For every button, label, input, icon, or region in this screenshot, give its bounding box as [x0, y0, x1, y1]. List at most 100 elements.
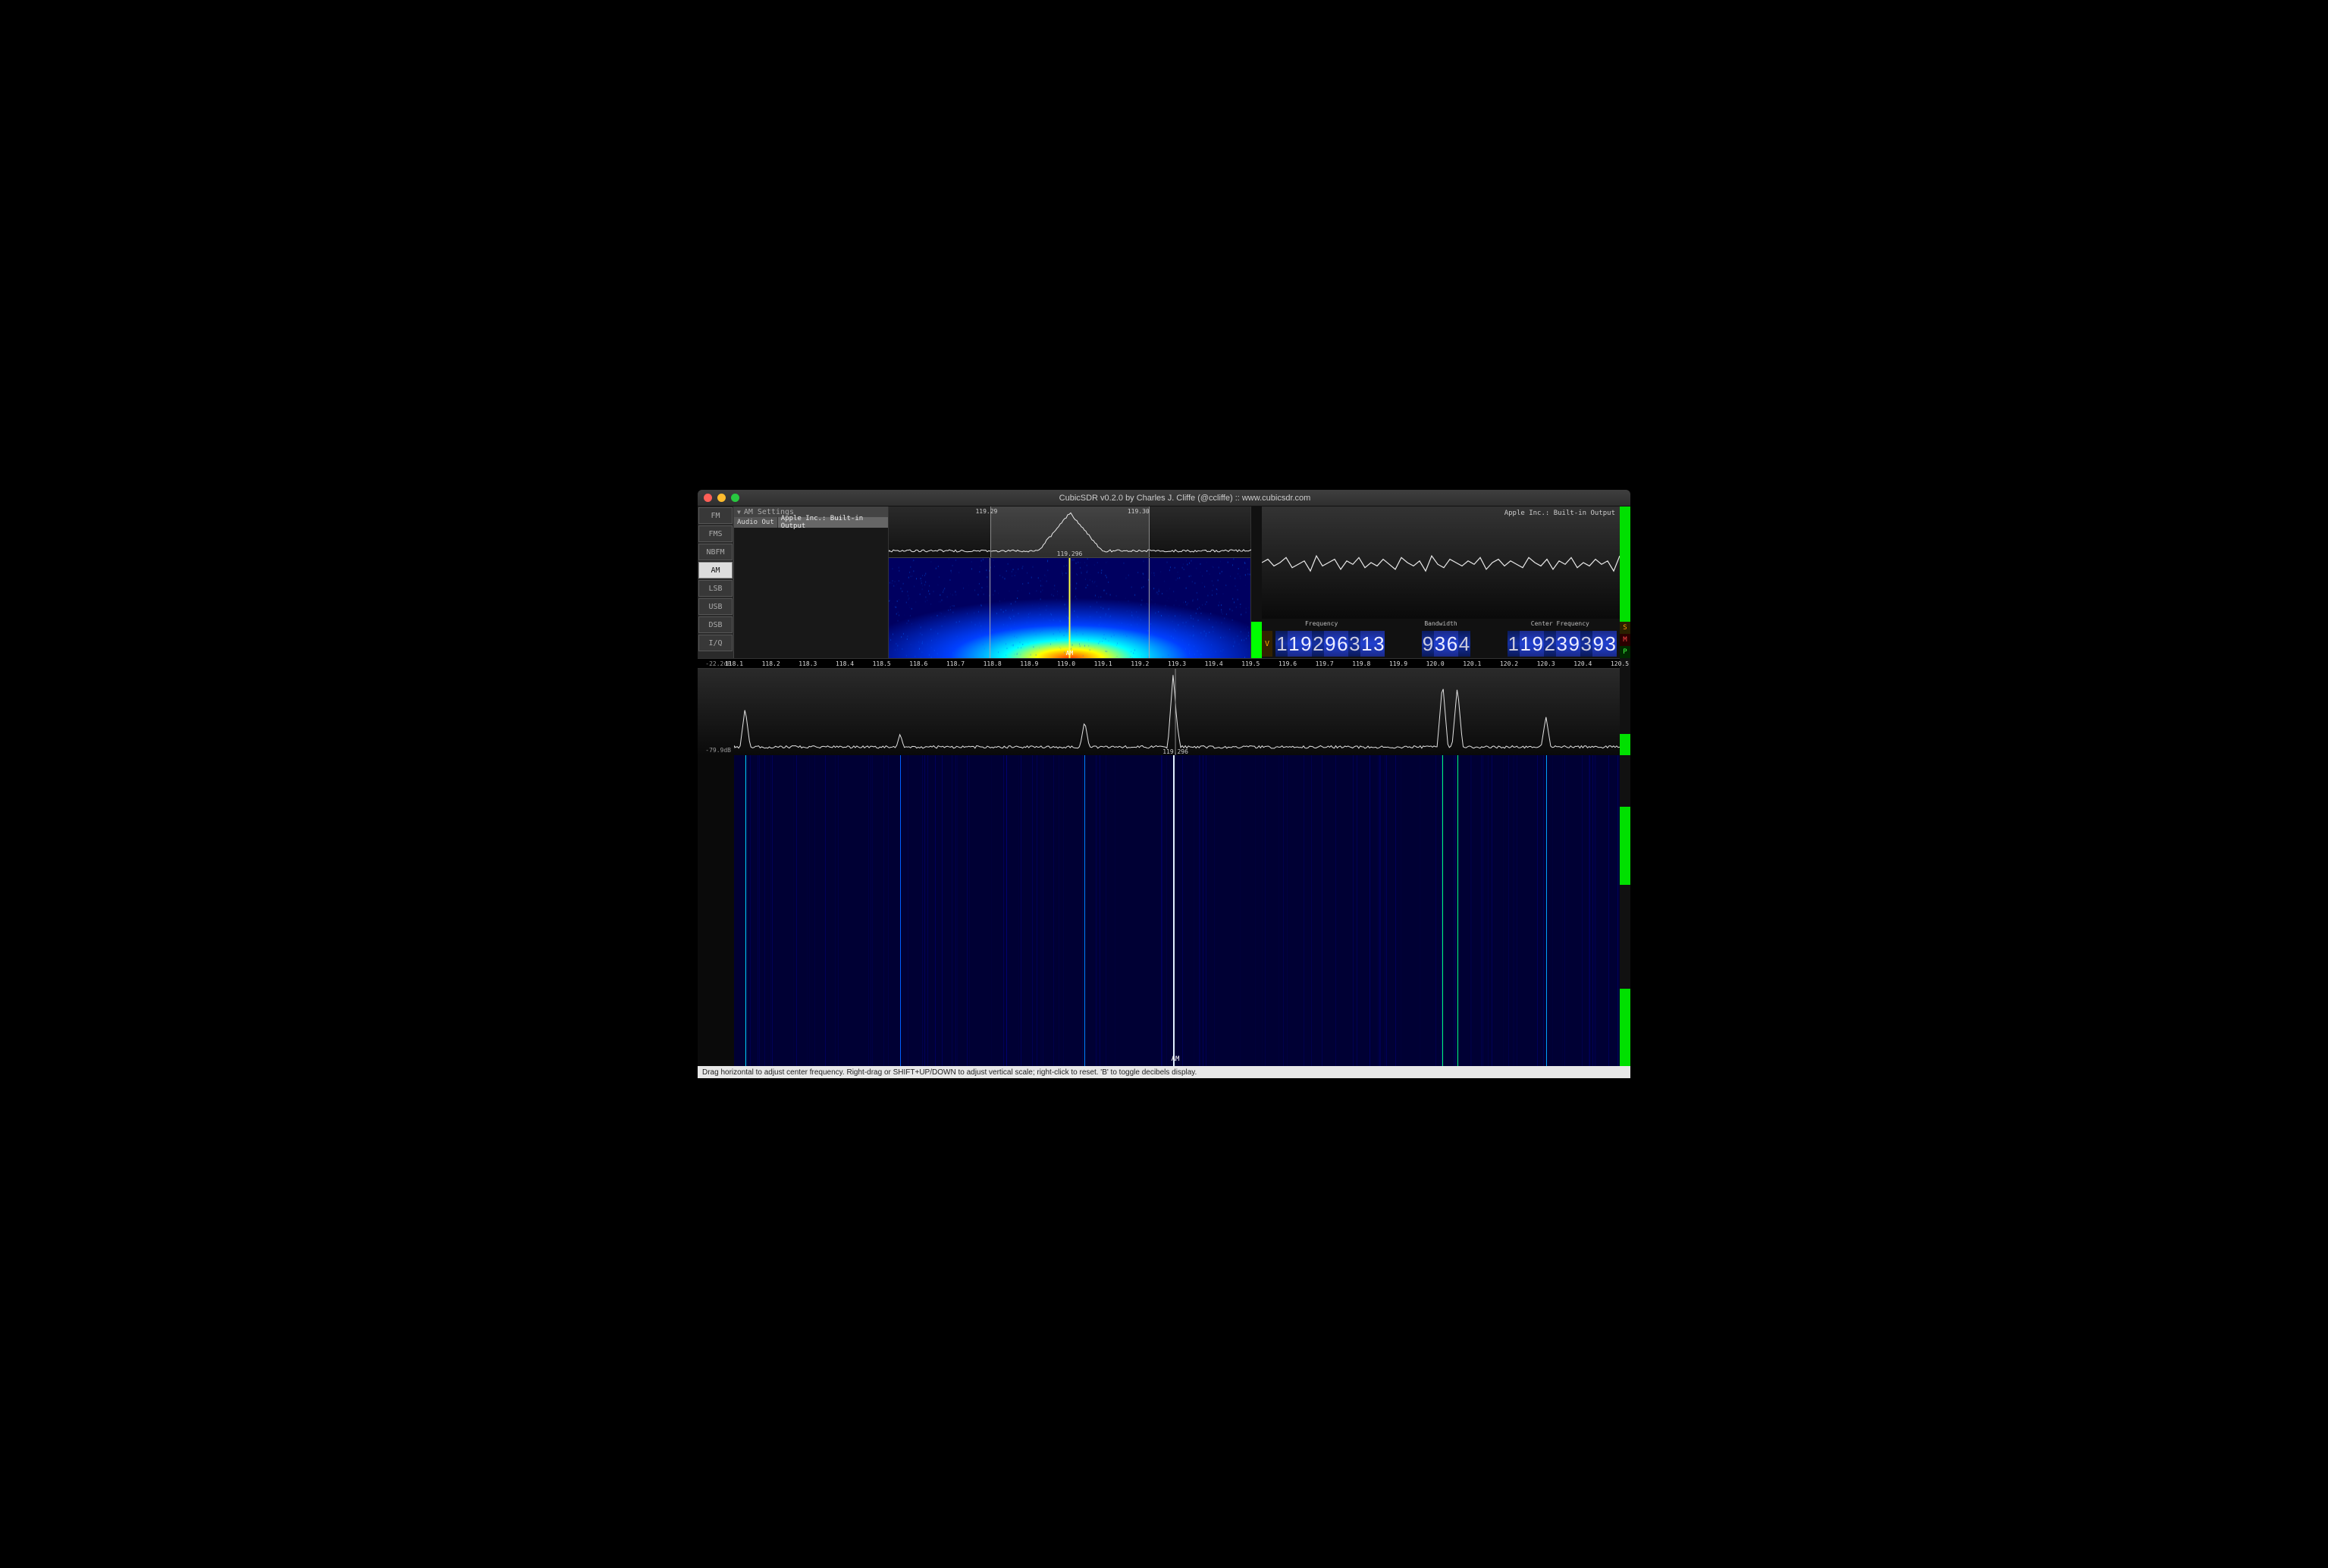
freq-label: Frequency	[1262, 619, 1381, 629]
digit[interactable]: 1	[1520, 631, 1532, 657]
digit[interactable]: 3	[1580, 631, 1592, 657]
digit[interactable]: 9	[1324, 631, 1336, 657]
ruler-tick: 120.5	[1611, 659, 1629, 670]
v-indicator[interactable]: V	[1262, 631, 1272, 657]
tuner-labels: Frequency Bandwidth Center Frequency	[1262, 619, 1620, 629]
ruler-tick: 119.8	[1352, 659, 1370, 670]
audio-out-label: Audio Out	[734, 517, 777, 528]
spectrum-freq-marker: 119.296	[1162, 748, 1188, 755]
audio-device-label: Apple Inc.: Built-in Output	[1504, 510, 1615, 517]
center-label: Center Frequency	[1501, 619, 1620, 629]
mode-button-fm[interactable]: FM	[698, 507, 733, 524]
waterfall-signal	[745, 755, 746, 1066]
digit[interactable]: 6	[1446, 631, 1458, 657]
waterfall-canvas[interactable]: AM	[734, 755, 1620, 1066]
digit[interactable]: 4	[1458, 631, 1470, 657]
top-section: FMFMSNBFMAMLSBUSBDSBI/Q ▼ AM Settings Au…	[698, 506, 1630, 658]
waterfall-signal	[1457, 755, 1458, 1066]
spectrum-canvas[interactable]: 119.296	[734, 669, 1620, 755]
digit[interactable]: 1	[1508, 631, 1520, 657]
ruler-tick: 120.2	[1500, 659, 1518, 670]
digit[interactable]: 2	[1312, 631, 1324, 657]
digit[interactable]: 3	[1556, 631, 1568, 657]
digit[interactable]: 9	[1532, 631, 1544, 657]
digit[interactable]: 3	[1434, 631, 1446, 657]
traffic-lights	[704, 494, 739, 502]
digit[interactable]: 9	[1422, 631, 1434, 657]
spectrum-side-meter[interactable]	[1620, 669, 1630, 755]
digit[interactable]: 1	[1288, 631, 1300, 657]
mode-button-nbfm[interactable]: NBFM	[698, 544, 733, 560]
mode-button-usb[interactable]: USB	[698, 598, 733, 615]
digit[interactable]: 9	[1300, 631, 1312, 657]
main-spectrum[interactable]: -79.9dB 119.296	[698, 669, 1630, 755]
zoom-icon[interactable]	[731, 494, 739, 502]
ruler-tick: 119.4	[1205, 659, 1223, 670]
waterfall-side-meter[interactable]	[1620, 755, 1630, 1066]
digit[interactable]: 2	[1544, 631, 1556, 657]
ruler-tick: 119.7	[1316, 659, 1334, 670]
status-text: Drag horizontal to adjust center frequen…	[702, 1068, 1197, 1077]
mode-button-am[interactable]: AM	[698, 562, 733, 579]
indicator-s[interactable]: S	[1620, 622, 1630, 634]
mode-column: FMFMS NBFM AMLSBUSBDSB I/Q	[698, 506, 734, 658]
ruler-tick: 118.3	[798, 659, 817, 670]
tuner-row: V 119296313 9364 119239393	[1262, 629, 1620, 658]
ruler-tick: 119.2	[1131, 659, 1149, 670]
ruler-tick: 120.3	[1537, 659, 1555, 670]
disclosure-icon: ▼	[737, 509, 741, 516]
mode-button-iq[interactable]: I/Q	[698, 635, 733, 651]
digit[interactable]: 3	[1348, 631, 1360, 657]
ruler-tick: 120.0	[1426, 659, 1445, 670]
ruler-tick: 120.1	[1463, 659, 1481, 670]
center-tuner[interactable]: 119239393	[1504, 631, 1620, 657]
ruler-tick: 119.9	[1389, 659, 1407, 670]
ruler-tick: 119.3	[1168, 659, 1186, 670]
db-bottom-label: -79.9dB	[705, 747, 731, 754]
audio-vu-meter[interactable]	[1620, 506, 1630, 622]
minimize-icon[interactable]	[717, 494, 726, 502]
main-waterfall[interactable]: AM	[698, 755, 1630, 1066]
demod-vu-meter[interactable]	[1251, 506, 1262, 658]
digit[interactable]: 3	[1373, 631, 1385, 657]
demod-settings-panel: ▼ AM Settings Audio Out Apple Inc.: Buil…	[734, 506, 889, 658]
waterfall-signal	[1173, 755, 1175, 1066]
close-icon[interactable]	[704, 494, 712, 502]
window-title: CubicSDR v0.2.0 by Charles J. Cliffe (@c…	[745, 494, 1624, 503]
demod-freq-left: 119.29	[975, 508, 997, 515]
side-indicators: SMP	[1620, 506, 1630, 658]
indicator-p[interactable]: P	[1620, 646, 1630, 658]
demod-view[interactable]: 119.29119.30119.296 AM	[889, 506, 1251, 658]
ruler-tick: 119.1	[1094, 659, 1112, 670]
spectrum-db-axis: -79.9dB	[698, 669, 734, 755]
ruler-tick: 118.5	[873, 659, 891, 670]
frequency-ruler[interactable]: -22.2dB 118.1118.2118.3118.4118.5118.611…	[698, 658, 1630, 669]
digit[interactable]: 1	[1360, 631, 1373, 657]
bandwidth-label: Bandwidth	[1381, 619, 1500, 629]
mode-button-fms[interactable]: FMS	[698, 525, 733, 542]
ruler-tick: 118.7	[946, 659, 965, 670]
digit[interactable]: 6	[1336, 631, 1348, 657]
mode-button-lsb[interactable]: LSB	[698, 580, 733, 597]
demod-spectrum[interactable]: 119.29119.30119.296	[889, 506, 1250, 558]
demod-waterfall[interactable]: AM	[889, 558, 1250, 658]
ruler-tick: 118.4	[836, 659, 854, 670]
app-window: CubicSDR v0.2.0 by Charles J. Cliffe (@c…	[698, 490, 1630, 1078]
ruler-tick: 118.8	[984, 659, 1002, 670]
ruler-tick: 119.5	[1241, 659, 1260, 670]
ruler-ticks: 118.1118.2118.3118.4118.5118.6118.7118.8…	[734, 659, 1620, 668]
mode-button-dsb[interactable]: DSB	[698, 616, 733, 633]
digit[interactable]: 9	[1568, 631, 1580, 657]
titlebar: CubicSDR v0.2.0 by Charles J. Cliffe (@c…	[698, 490, 1630, 506]
digit[interactable]: 1	[1275, 631, 1288, 657]
audio-out-row[interactable]: Audio Out Apple Inc.: Built-in Output	[734, 517, 888, 528]
indicator-m[interactable]: M	[1620, 634, 1630, 646]
digit[interactable]: 9	[1592, 631, 1605, 657]
waterfall-signal	[900, 755, 901, 1066]
digit[interactable]: 3	[1605, 631, 1617, 657]
frequency-tuner[interactable]: 119296313	[1272, 631, 1388, 657]
bandwidth-tuner[interactable]: 9364	[1388, 631, 1504, 657]
audio-scope[interactable]: Apple Inc.: Built-in Output	[1262, 506, 1620, 619]
waterfall-side	[698, 755, 734, 1066]
ruler-tick: 118.2	[762, 659, 780, 670]
